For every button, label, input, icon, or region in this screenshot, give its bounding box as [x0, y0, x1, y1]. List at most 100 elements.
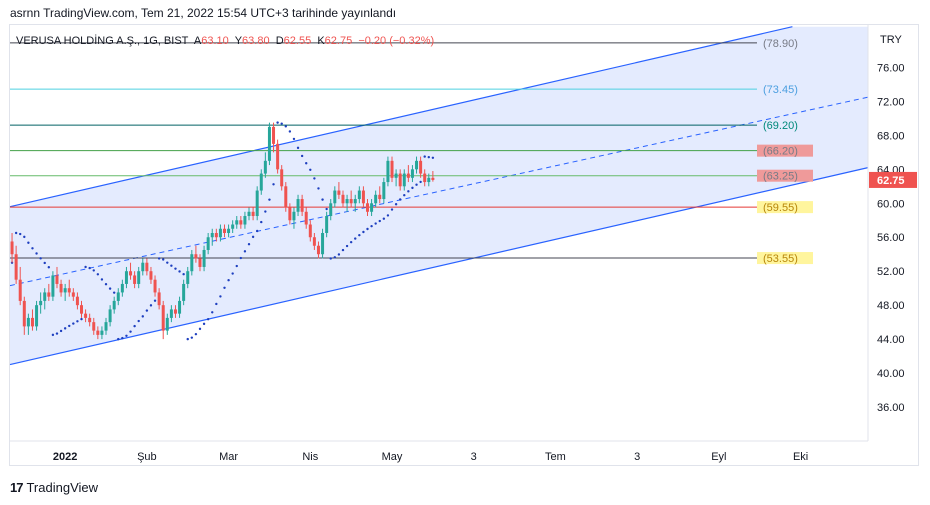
candle-body — [267, 126, 271, 161]
psar-dot — [51, 333, 55, 337]
psar-dot — [276, 121, 279, 124]
candle-body — [308, 224, 312, 238]
psar-dot — [341, 248, 345, 252]
parallel-channel[interactable] — [9, 26, 869, 366]
y-tick-label: 60.00 — [877, 198, 905, 210]
psar-dot — [190, 336, 194, 339]
level-tag-label: (69.20) — [763, 120, 798, 132]
psar-dot — [223, 286, 226, 289]
candle-body — [231, 224, 235, 229]
candle-body — [145, 262, 149, 272]
candle-body — [178, 300, 182, 314]
psar-dot — [268, 198, 271, 201]
psar-dot — [300, 154, 304, 158]
level-tag-bg — [757, 201, 813, 214]
candle-body — [63, 288, 67, 293]
psar-dot — [72, 322, 75, 325]
candle-body — [406, 173, 410, 178]
open-value: 63.10 — [201, 35, 229, 47]
candle-body — [22, 300, 26, 327]
psar-dot — [378, 219, 381, 223]
psar-dot — [112, 291, 116, 294]
level-tag-label: (73.45) — [763, 84, 798, 96]
psar-dot — [23, 235, 26, 239]
candle-body — [182, 283, 186, 301]
symbol-name: VERUSA HOLDİNG A.Ş., 1G, BIST — [16, 35, 189, 47]
close-value: 62.75 — [324, 35, 353, 47]
candle-body — [59, 283, 63, 293]
psar-dot — [411, 186, 414, 190]
candle-body — [92, 322, 96, 331]
candle-body — [370, 203, 374, 212]
horizontal-levels — [10, 42, 757, 259]
psar-dot — [182, 272, 185, 276]
psar-dot — [317, 187, 320, 190]
level-tag-label: (53.55) — [763, 253, 798, 265]
level-tag-label: (66.20) — [763, 146, 798, 158]
candle-body — [71, 292, 75, 297]
tradingview-logo-text: TradingView — [26, 480, 99, 495]
level-tag-label: (78.90) — [763, 38, 798, 50]
candle-body — [316, 245, 320, 255]
candle-body — [173, 309, 177, 314]
psar-dot — [272, 183, 275, 186]
psar-dot — [390, 208, 394, 211]
last-price-label: 62.75 — [877, 175, 905, 187]
psar-dot — [419, 180, 422, 184]
psar-dot — [407, 190, 410, 193]
time-axis[interactable]: 2022 Şub Mar Nis May 3 Tem 3 Eyl Eki — [10, 440, 868, 463]
psar-dot — [247, 243, 251, 246]
last-price-tag — [869, 171, 917, 188]
psar-dot — [170, 264, 173, 267]
candle-body — [108, 309, 112, 323]
psar-dot — [243, 250, 247, 253]
psar-dot — [108, 287, 112, 290]
candle-body — [410, 169, 414, 178]
psar-dot — [374, 222, 377, 225]
candle-body — [386, 160, 390, 183]
candle-body — [104, 322, 108, 331]
psar-dot — [88, 266, 91, 270]
low-label: D — [275, 35, 284, 47]
psar-dot — [133, 324, 136, 328]
candle-body — [112, 300, 116, 310]
candlestick-series — [10, 122, 435, 340]
candle-body — [169, 309, 173, 318]
candle-body — [26, 317, 30, 327]
psar-dot — [63, 327, 67, 330]
candle-body — [431, 177, 435, 180]
candle-body — [165, 317, 169, 331]
channel-mid-line — [9, 96, 869, 287]
candle-body — [100, 330, 104, 335]
close-label: K — [317, 35, 325, 47]
candle-body — [88, 317, 92, 323]
price-axis[interactable]: TRY36.0040.0044.0048.0052.0056.0060.0064… — [867, 24, 917, 441]
candle-body — [300, 199, 304, 212]
candle-body — [39, 300, 43, 306]
psar-dot — [68, 324, 71, 328]
psar-dot — [333, 256, 337, 259]
psar-dot — [280, 122, 283, 125]
psar-dot — [211, 311, 214, 314]
chart-frame — [9, 24, 919, 466]
psar-dot — [198, 327, 202, 331]
psar-dot — [174, 267, 177, 270]
x-tick-label: 3 — [634, 451, 640, 463]
candle-body — [55, 275, 59, 284]
candle-body — [141, 262, 145, 272]
candle-body — [337, 190, 341, 195]
candle-body — [149, 271, 153, 280]
candle-body — [214, 233, 218, 238]
psar-dot — [337, 253, 341, 256]
psar-dot — [415, 183, 418, 186]
candle-body — [133, 275, 137, 284]
candle-body — [14, 254, 18, 280]
parabolic-sar — [10, 121, 435, 341]
tradingview-logo[interactable]: 17 TradingView — [10, 480, 98, 495]
psar-dot — [43, 261, 46, 265]
candle-body — [292, 211, 296, 221]
candle-body — [419, 160, 423, 174]
candle-body — [235, 220, 239, 225]
psar-dot — [305, 162, 308, 165]
